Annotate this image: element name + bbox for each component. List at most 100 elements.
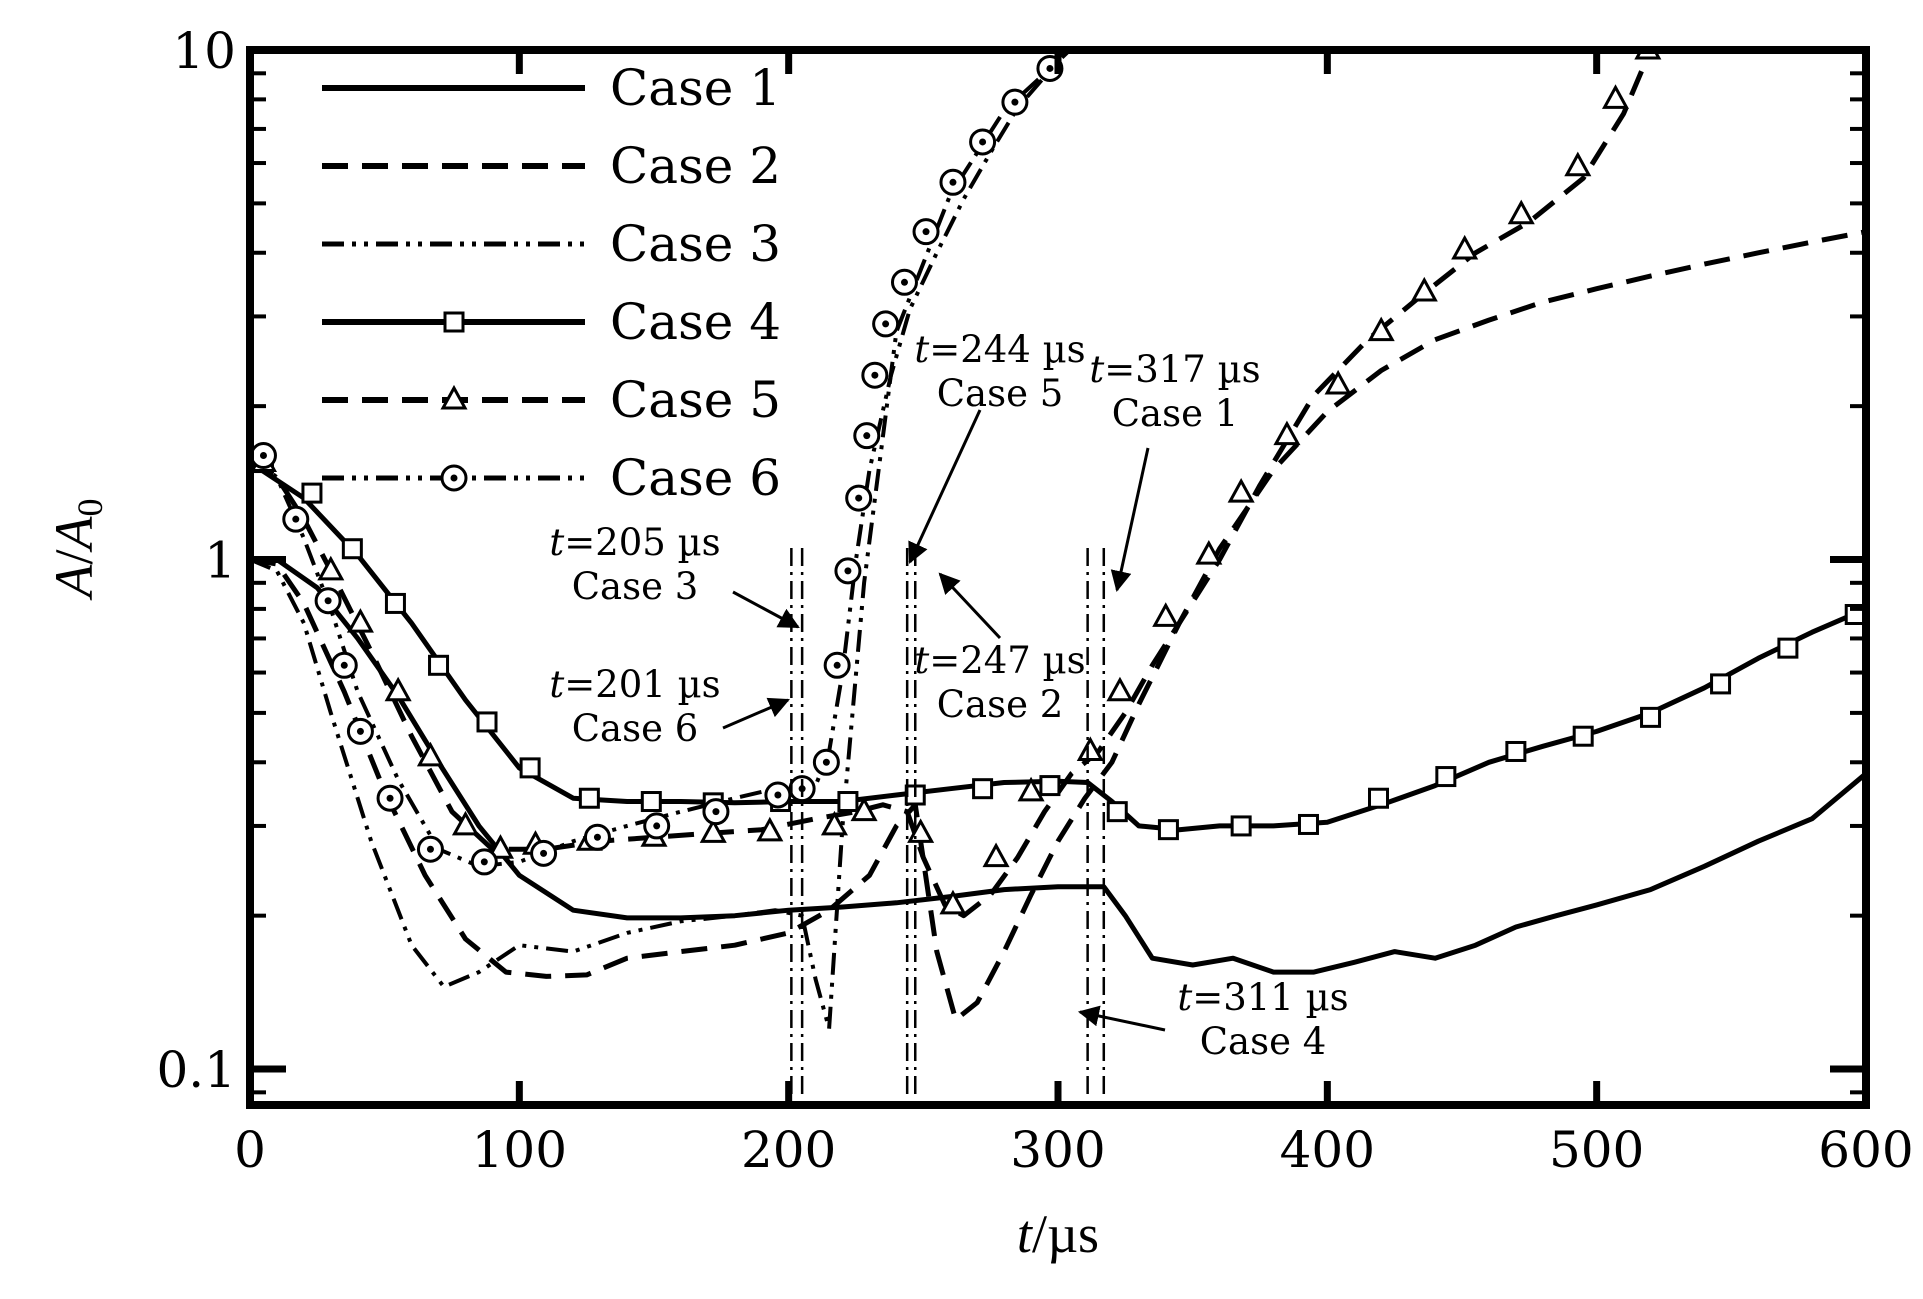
legend-item-case-2: Case 2	[322, 137, 781, 195]
point-case-6	[890, 268, 918, 296]
point-case-4	[301, 482, 323, 504]
point-case-6	[1036, 54, 1064, 82]
point-case-6	[861, 361, 889, 389]
annotation-case: Case 6	[572, 707, 699, 750]
legend-item-case-1: Case 1	[322, 59, 781, 117]
point-case-6	[1001, 88, 1029, 116]
annotation-value: =201 µs	[564, 663, 720, 706]
annotation-time: t=205 µs	[549, 521, 720, 564]
point-case-4	[1640, 706, 1662, 728]
point-case-4	[837, 791, 859, 813]
plot-frame	[246, 46, 1870, 1109]
point-case-5	[1410, 276, 1438, 302]
point-case-5	[1601, 84, 1630, 109]
annotation-arrow	[1110, 447, 1150, 593]
point-case-4	[1039, 775, 1061, 797]
point-case-4	[640, 791, 662, 813]
annotation-value: =311 µs	[1192, 976, 1348, 1019]
annotation-time: t=317 µs	[1089, 348, 1260, 391]
legend-item-case-3: Case 3	[322, 215, 781, 273]
tick-layer: 0 100 200 300 400 500 600 0.1 1 10	[156, 22, 1913, 1179]
point-case-5	[346, 608, 374, 633]
point-case-5	[1273, 420, 1301, 446]
point-case-6	[282, 505, 310, 533]
legend-label: Case 5	[610, 371, 781, 429]
legend-marker	[440, 464, 468, 492]
annotation-arrow	[938, 572, 1002, 640]
point-case-4	[578, 787, 600, 809]
annotation-time: t=247 µs	[914, 639, 1085, 682]
point-case-4	[1710, 673, 1732, 695]
series-line-case-2	[250, 229, 1866, 1023]
y-tick-label: 10	[172, 22, 236, 80]
point-case-6	[530, 839, 558, 867]
point-case-4	[1297, 813, 1319, 835]
x-axis-unit: /µs	[1032, 1204, 1099, 1264]
x-tick-label: 0	[234, 1121, 266, 1179]
point-case-5	[982, 842, 1010, 868]
point-case-6	[416, 835, 444, 863]
point-case-4	[1777, 637, 1799, 659]
y-tick-label: 0.1	[156, 1041, 236, 1099]
point-case-6	[939, 168, 967, 196]
y-axis-title: A/A0	[44, 498, 110, 600]
point-case-6	[470, 848, 498, 876]
point-case-5	[384, 676, 412, 702]
annotation-value: =317 µs	[1104, 348, 1260, 391]
annotation-case: Case 5	[937, 372, 1064, 415]
annotation-arrow	[908, 409, 982, 564]
x-axis-title: t/µs	[1017, 1204, 1099, 1264]
point-case-4	[341, 538, 363, 560]
annotation-value: =205 µs	[564, 521, 720, 564]
point-case-4	[1435, 766, 1457, 788]
y-tick-label: 1	[204, 532, 236, 590]
series-line-case-3	[250, 50, 1073, 1031]
x-tick-label: 600	[1818, 1121, 1913, 1179]
annotation-var: t	[1089, 348, 1104, 391]
point-case-5	[699, 818, 727, 843]
point-case-4	[519, 757, 541, 779]
y-axis-den: A	[44, 515, 104, 552]
point-case-6	[764, 781, 792, 809]
x-tick-label: 300	[1010, 1121, 1105, 1179]
legend-item-case-5: Case 5	[322, 371, 781, 429]
y-axis-divider: /	[44, 549, 104, 564]
annotation-arrow	[1077, 1005, 1166, 1032]
point-case-5	[1451, 234, 1479, 260]
point-case-6	[823, 651, 851, 679]
point-case-4	[476, 711, 498, 733]
legend-label: Case 3	[610, 215, 781, 273]
point-case-5	[1324, 369, 1352, 395]
annotation-arrow	[722, 697, 790, 730]
annotation-value: =244 µs	[929, 328, 1085, 371]
point-case-5	[1106, 676, 1134, 702]
point-case-5	[486, 834, 515, 859]
annotation-var: t	[549, 663, 564, 706]
legend-item-case-6: Case 6	[322, 449, 781, 507]
point-case-5	[451, 810, 480, 836]
point-case-6	[702, 798, 730, 826]
legend-label: Case 4	[610, 293, 781, 351]
y-axis-sub: 0	[70, 498, 110, 516]
legend-item-case-4: Case 4	[322, 293, 781, 351]
annotation-case: Case 4	[1200, 1020, 1327, 1063]
point-case-6	[845, 484, 873, 512]
annotation-lines	[790, 548, 1106, 1098]
point-case-4	[1572, 725, 1594, 747]
point-case-6	[812, 748, 840, 776]
annotation-time: t=201 µs	[549, 663, 720, 706]
x-tick-label: 500	[1549, 1121, 1644, 1179]
point-case-6	[346, 717, 374, 745]
annotation-case: Case 1	[1112, 392, 1239, 435]
point-case-5	[820, 810, 848, 836]
point-case-5	[1195, 540, 1223, 565]
point-case-5	[317, 555, 345, 581]
x-axis-var: t	[1017, 1204, 1034, 1264]
legend-label: Case 2	[610, 137, 781, 195]
x-tick-label: 100	[472, 1121, 567, 1179]
series-line-case-6	[250, 50, 1070, 869]
